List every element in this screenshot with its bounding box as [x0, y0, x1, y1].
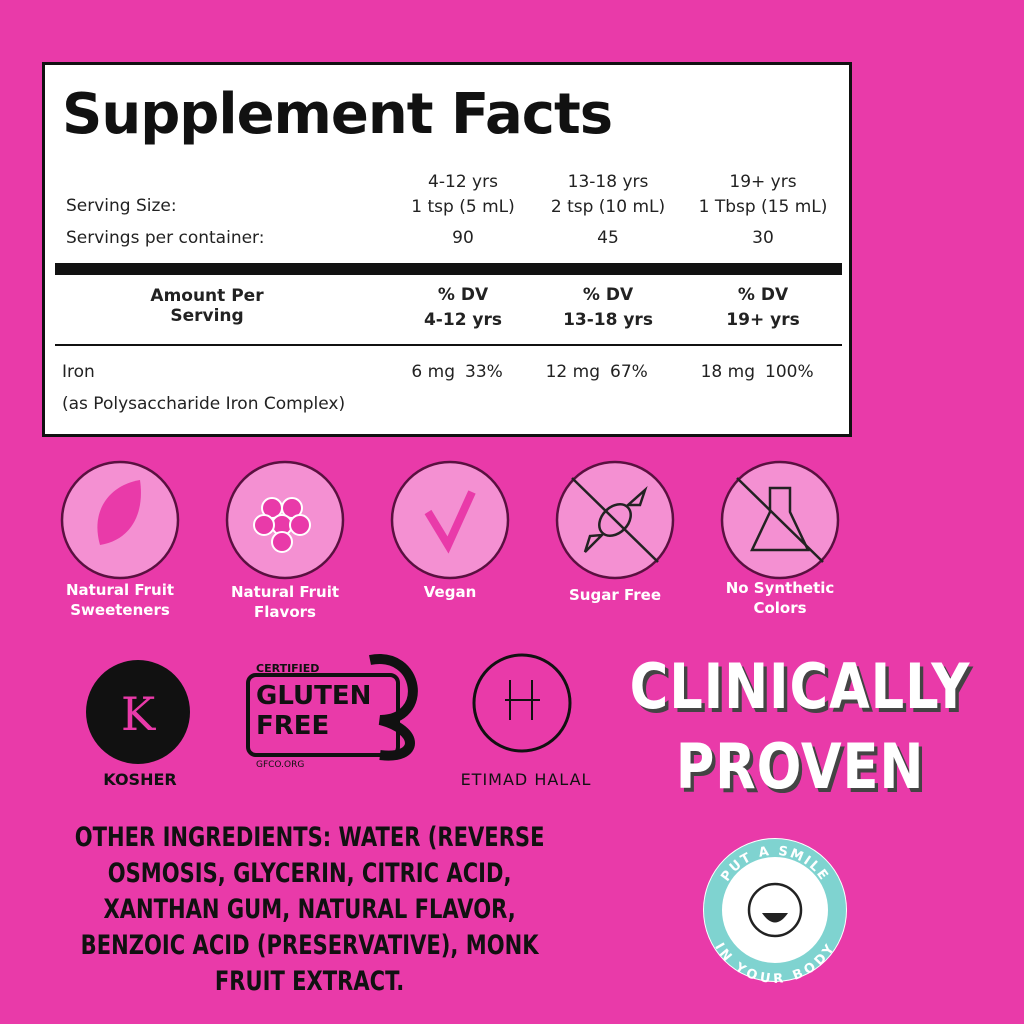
- facts-panel: [42, 62, 852, 437]
- nutrient-dv: 67%: [610, 362, 648, 382]
- smile-mouth: [762, 913, 788, 923]
- gluten-certified: CERTIFIED: [256, 662, 320, 675]
- ingredients: OTHER INGREDIENTS: WATER (REVERSE OSMOSI…: [74, 822, 545, 997]
- dv-age: 13-18 yrs: [563, 310, 653, 330]
- nutrient-source: (as Polysaccharide Iron Complex): [62, 394, 346, 414]
- kosher-logo: [86, 660, 190, 764]
- badge-bg: [703, 838, 847, 982]
- servings-label: Servings per container:: [66, 228, 265, 248]
- thick-rule: [55, 263, 842, 275]
- vegan-icon: [424, 490, 476, 554]
- flask-icon: [736, 477, 824, 563]
- kosher-k: K: [121, 687, 157, 741]
- nutrient-dv: 33%: [465, 362, 503, 382]
- icon-label: No Synthetic Colors: [725, 579, 835, 617]
- icon-circles: [60, 460, 840, 580]
- group-age: 4-12 yrs: [428, 172, 498, 192]
- smile-face: [747, 882, 803, 938]
- gluten-g: [369, 654, 418, 761]
- dv-age: 19+ yrs: [726, 310, 800, 330]
- badge-ring: [704, 839, 846, 981]
- nutrient-amount: 6 mg: [411, 362, 455, 382]
- kosher-label: KOSHER: [103, 770, 177, 789]
- group-age: 19+ yrs: [729, 172, 797, 192]
- icon-label: Natural Fruit Sweeteners: [65, 581, 175, 619]
- thin-rule: [55, 344, 842, 346]
- gluten-line2: FREE: [256, 711, 330, 741]
- icon-label: Vegan: [423, 583, 477, 601]
- leaf-icon: [97, 480, 141, 545]
- group-size: 1 tsp (5 mL): [411, 197, 515, 217]
- dv-header: % DV: [582, 285, 634, 305]
- group-size: 2 tsp (10 mL): [550, 197, 666, 217]
- group-servings: 45: [597, 228, 619, 248]
- claim-line1: CLINICALLY: [629, 650, 971, 723]
- claim-line2: PROVEN: [675, 730, 925, 803]
- nutrient-name: Iron: [62, 362, 95, 382]
- gluten-line1: GLUTEN: [256, 681, 372, 711]
- gluten-site: GFCO.ORG: [256, 760, 305, 770]
- halal-logo: [472, 653, 572, 753]
- group-servings: 90: [452, 228, 474, 248]
- icon-label: Natural Fruit Flavors: [230, 583, 340, 621]
- group-size: 1 Tbsp (15 mL): [698, 197, 828, 217]
- raspberry-icon: [253, 497, 311, 553]
- group-servings: 30: [752, 228, 774, 248]
- amount-header: Amount Per Serving: [150, 286, 264, 326]
- halal-label: ETIMAD HALAL: [460, 770, 592, 789]
- serving-size-label: Serving Size:: [66, 196, 177, 216]
- icon-label: Sugar Free: [569, 586, 661, 604]
- dv-age: 4-12 yrs: [423, 310, 503, 330]
- candy-icon: [571, 477, 659, 563]
- icon-circle: [390, 460, 510, 580]
- halal-mark: [505, 680, 540, 720]
- dv-header: % DV: [437, 285, 489, 305]
- nutrient-amount: 18 mg: [700, 362, 755, 382]
- group-age: 13-18 yrs: [567, 172, 649, 192]
- facts-title: Supplement Facts: [62, 82, 613, 147]
- dv-header: % DV: [737, 285, 789, 305]
- nutrient-amount: 12 mg: [545, 362, 600, 382]
- nutrient-dv: 100%: [765, 362, 814, 382]
